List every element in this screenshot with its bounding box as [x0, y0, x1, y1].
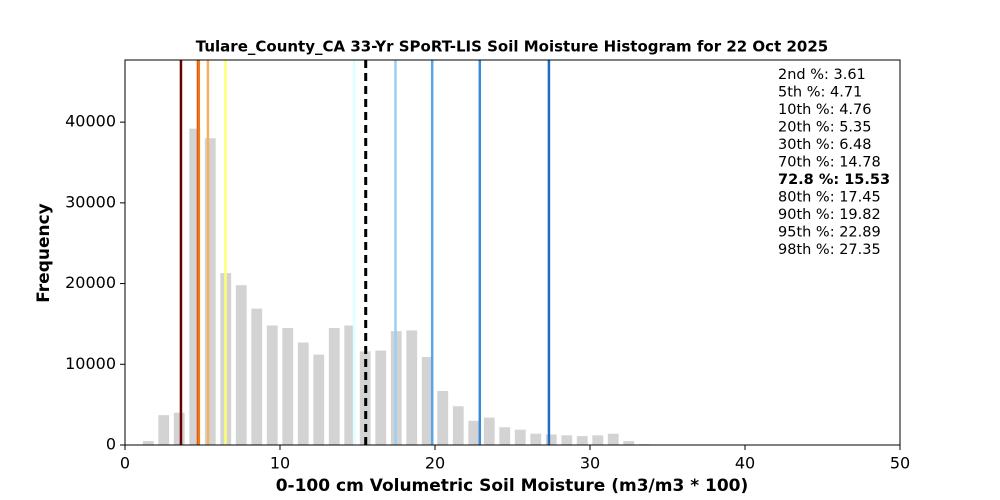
bar — [468, 420, 480, 445]
bar — [204, 138, 216, 446]
legend-entry: 80th %: 17.45 — [778, 190, 881, 206]
bar — [499, 427, 511, 445]
x-tick-label: 0 — [120, 454, 130, 473]
y-tick-label: 20000 — [65, 273, 116, 292]
bar — [514, 429, 526, 445]
x-tick-label: 20 — [425, 454, 445, 473]
x-tick-label: 10 — [270, 454, 290, 473]
chart-title: Tulare_County_CA 33-Yr SPoRT-LIS Soil Mo… — [196, 38, 828, 56]
bar — [251, 308, 263, 445]
y-tick-label: 30000 — [65, 192, 116, 211]
bar — [328, 327, 340, 445]
legend-entry: 10th %: 4.76 — [778, 102, 872, 118]
bar — [266, 325, 278, 445]
x-tick-label: 30 — [580, 454, 600, 473]
y-tick-label: 0 — [106, 435, 116, 454]
legend-entry: 2nd %: 3.61 — [778, 67, 866, 83]
legend-entry: 20th %: 5.35 — [778, 120, 872, 136]
bar — [592, 435, 604, 445]
bar — [313, 354, 325, 445]
x-tick-label: 50 — [890, 454, 910, 473]
y-axis-label: Frequency — [34, 203, 54, 303]
bar — [623, 440, 635, 445]
bar — [452, 406, 464, 445]
bar — [545, 434, 557, 445]
legend-entry: 30th %: 6.48 — [778, 137, 872, 153]
bar — [235, 285, 247, 445]
bar — [406, 330, 418, 445]
legend-entry: 5th %: 4.71 — [778, 85, 862, 101]
legend-entry: 95th %: 22.89 — [778, 225, 881, 241]
bar — [158, 415, 170, 445]
legend-entry: 90th %: 19.82 — [778, 207, 881, 223]
bar — [344, 325, 356, 445]
plot-frame — [124, 59, 901, 446]
y-tick-label: 10000 — [65, 354, 116, 373]
bar — [530, 433, 542, 445]
x-tick-label: 40 — [735, 454, 755, 473]
bar — [282, 327, 294, 445]
bar — [142, 440, 154, 445]
bar — [483, 417, 495, 445]
legend-entry: 98th %: 27.35 — [778, 242, 881, 258]
bar — [421, 357, 433, 445]
bar — [576, 436, 588, 445]
bar — [375, 350, 387, 445]
bar — [607, 433, 619, 445]
y-tick-label: 40000 — [65, 112, 116, 131]
bar — [189, 128, 201, 445]
legend-entry: 70th %: 14.78 — [778, 155, 881, 171]
x-axis-label: 0-100 cm Volumetric Soil Moisture (m3/m3… — [276, 476, 749, 496]
legend-entry: 72.8 %: 15.53 — [778, 172, 890, 188]
bar — [561, 435, 573, 445]
bar — [173, 412, 185, 445]
bar — [297, 342, 309, 445]
bar — [437, 390, 449, 445]
